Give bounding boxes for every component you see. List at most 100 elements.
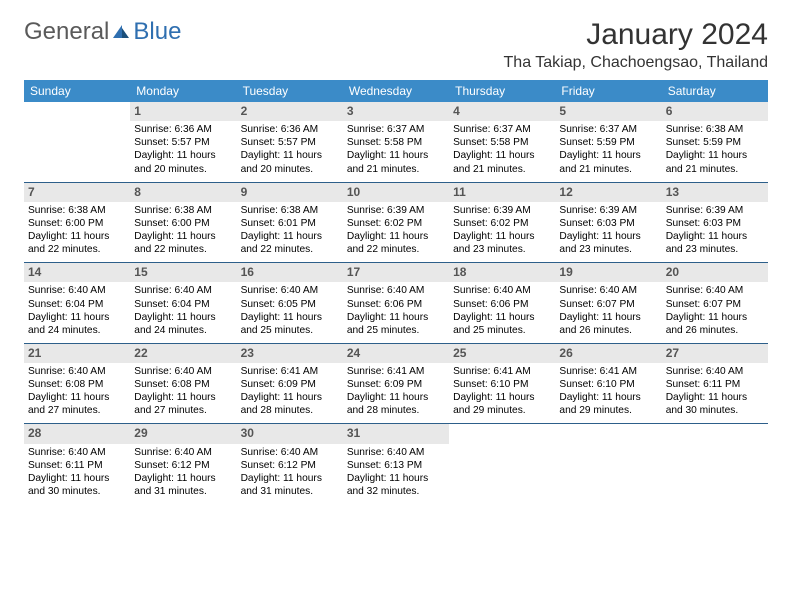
- day-number: 21: [24, 344, 130, 363]
- sunset-text: Sunset: 6:11 PM: [666, 378, 764, 391]
- sunrise-text: Sunrise: 6:40 AM: [241, 284, 339, 297]
- daylight-text: and 28 minutes.: [347, 404, 445, 417]
- sunset-text: Sunset: 6:02 PM: [347, 217, 445, 230]
- calendar-day-cell: 4Sunrise: 6:37 AMSunset: 5:58 PMDaylight…: [449, 102, 555, 182]
- calendar-day-cell: [449, 424, 555, 504]
- daylight-text: and 20 minutes.: [134, 163, 232, 176]
- day-number: 27: [662, 344, 768, 363]
- calendar-day-cell: 11Sunrise: 6:39 AMSunset: 6:02 PMDayligh…: [449, 182, 555, 263]
- sunrise-text: Sunrise: 6:38 AM: [28, 204, 126, 217]
- weekday-header: Wednesday: [343, 80, 449, 102]
- daylight-text: and 21 minutes.: [666, 163, 764, 176]
- sunset-text: Sunset: 6:04 PM: [28, 298, 126, 311]
- calendar-day-cell: 31Sunrise: 6:40 AMSunset: 6:13 PMDayligh…: [343, 424, 449, 504]
- daylight-text: Daylight: 11 hours: [28, 391, 126, 404]
- daylight-text: Daylight: 11 hours: [28, 311, 126, 324]
- day-number: 23: [237, 344, 343, 363]
- daylight-text: and 29 minutes.: [559, 404, 657, 417]
- sunrise-text: Sunrise: 6:41 AM: [453, 365, 551, 378]
- day-number: 4: [449, 102, 555, 121]
- sunrise-text: Sunrise: 6:37 AM: [347, 123, 445, 136]
- sunset-text: Sunset: 5:57 PM: [134, 136, 232, 149]
- sunset-text: Sunset: 6:10 PM: [559, 378, 657, 391]
- daylight-text: Daylight: 11 hours: [453, 149, 551, 162]
- daylight-text: and 26 minutes.: [666, 324, 764, 337]
- title-block: January 2024 Tha Takiap, Chachoengsao, T…: [504, 18, 768, 78]
- daylight-text: Daylight: 11 hours: [241, 311, 339, 324]
- daylight-text: and 24 minutes.: [134, 324, 232, 337]
- daylight-text: Daylight: 11 hours: [134, 230, 232, 243]
- sunrise-text: Sunrise: 6:40 AM: [666, 284, 764, 297]
- sunrise-text: Sunrise: 6:37 AM: [453, 123, 551, 136]
- sunrise-text: Sunrise: 6:38 AM: [134, 204, 232, 217]
- calendar-day-cell: 25Sunrise: 6:41 AMSunset: 6:10 PMDayligh…: [449, 343, 555, 424]
- daylight-text: and 30 minutes.: [666, 404, 764, 417]
- sunset-text: Sunset: 6:10 PM: [453, 378, 551, 391]
- sunrise-text: Sunrise: 6:40 AM: [134, 284, 232, 297]
- daylight-text: Daylight: 11 hours: [453, 230, 551, 243]
- daylight-text: and 31 minutes.: [241, 485, 339, 498]
- daylight-text: and 25 minutes.: [453, 324, 551, 337]
- weekday-header: Sunday: [24, 80, 130, 102]
- sunset-text: Sunset: 6:02 PM: [453, 217, 551, 230]
- day-number: 29: [130, 424, 236, 443]
- daylight-text: Daylight: 11 hours: [241, 149, 339, 162]
- calendar-day-cell: 2Sunrise: 6:36 AMSunset: 5:57 PMDaylight…: [237, 102, 343, 182]
- daylight-text: and 27 minutes.: [134, 404, 232, 417]
- sunrise-text: Sunrise: 6:40 AM: [28, 446, 126, 459]
- calendar-day-cell: 30Sunrise: 6:40 AMSunset: 6:12 PMDayligh…: [237, 424, 343, 504]
- sunset-text: Sunset: 6:12 PM: [241, 459, 339, 472]
- calendar-day-cell: 16Sunrise: 6:40 AMSunset: 6:05 PMDayligh…: [237, 263, 343, 344]
- sunset-text: Sunset: 6:03 PM: [559, 217, 657, 230]
- sunrise-text: Sunrise: 6:41 AM: [559, 365, 657, 378]
- daylight-text: and 30 minutes.: [28, 485, 126, 498]
- calendar-day-cell: 10Sunrise: 6:39 AMSunset: 6:02 PMDayligh…: [343, 182, 449, 263]
- calendar-day-cell: 26Sunrise: 6:41 AMSunset: 6:10 PMDayligh…: [555, 343, 661, 424]
- calendar-day-cell: 1 Sunrise: 6:36 AMSunset: 5:57 PMDaylight…: [130, 102, 236, 182]
- calendar-day-cell: 13Sunrise: 6:39 AMSunset: 6:03 PMDayligh…: [662, 182, 768, 263]
- daylight-text: and 31 minutes.: [134, 485, 232, 498]
- weekday-header: Tuesday: [237, 80, 343, 102]
- calendar-week-row: 28Sunrise: 6:40 AMSunset: 6:11 PMDayligh…: [24, 424, 768, 504]
- sunrise-text: Sunrise: 6:36 AM: [241, 123, 339, 136]
- day-number: 1: [130, 102, 236, 121]
- daylight-text: and 28 minutes.: [241, 404, 339, 417]
- calendar-day-cell: 8Sunrise: 6:38 AMSunset: 6:00 PMDaylight…: [130, 182, 236, 263]
- sunset-text: Sunset: 6:07 PM: [559, 298, 657, 311]
- sunrise-text: Sunrise: 6:40 AM: [559, 284, 657, 297]
- sunset-text: Sunset: 6:09 PM: [241, 378, 339, 391]
- daylight-text: Daylight: 11 hours: [559, 149, 657, 162]
- day-number: 25: [449, 344, 555, 363]
- sunrise-text: Sunrise: 6:41 AM: [347, 365, 445, 378]
- daylight-text: and 24 minutes.: [28, 324, 126, 337]
- daylight-text: Daylight: 11 hours: [134, 149, 232, 162]
- daylight-text: and 27 minutes.: [28, 404, 126, 417]
- sunrise-text: Sunrise: 6:40 AM: [28, 284, 126, 297]
- sunset-text: Sunset: 6:08 PM: [134, 378, 232, 391]
- daylight-text: Daylight: 11 hours: [347, 472, 445, 485]
- sunset-text: Sunset: 5:57 PM: [241, 136, 339, 149]
- daylight-text: and 22 minutes.: [347, 243, 445, 256]
- day-number: 31: [343, 424, 449, 443]
- daylight-text: Daylight: 11 hours: [559, 311, 657, 324]
- sunrise-text: Sunrise: 6:36 AM: [134, 123, 232, 136]
- sunrise-text: Sunrise: 6:40 AM: [28, 365, 126, 378]
- day-number: 18: [449, 263, 555, 282]
- sunrise-text: Sunrise: 6:39 AM: [559, 204, 657, 217]
- calendar-week-row: 14Sunrise: 6:40 AMSunset: 6:04 PMDayligh…: [24, 263, 768, 344]
- month-title: January 2024: [504, 18, 768, 52]
- daylight-text: and 32 minutes.: [347, 485, 445, 498]
- daylight-text: Daylight: 11 hours: [347, 149, 445, 162]
- sunset-text: Sunset: 6:13 PM: [347, 459, 445, 472]
- sunrise-text: Sunrise: 6:40 AM: [666, 365, 764, 378]
- sunset-text: Sunset: 5:59 PM: [559, 136, 657, 149]
- day-number: 16: [237, 263, 343, 282]
- sunrise-text: Sunrise: 6:40 AM: [134, 446, 232, 459]
- calendar-day-cell: 15Sunrise: 6:40 AMSunset: 6:04 PMDayligh…: [130, 263, 236, 344]
- calendar-day-cell: 12Sunrise: 6:39 AMSunset: 6:03 PMDayligh…: [555, 182, 661, 263]
- daylight-text: Daylight: 11 hours: [347, 311, 445, 324]
- sunset-text: Sunset: 6:00 PM: [134, 217, 232, 230]
- daylight-text: Daylight: 11 hours: [559, 230, 657, 243]
- calendar-day-cell: [555, 424, 661, 504]
- sunrise-text: Sunrise: 6:40 AM: [453, 284, 551, 297]
